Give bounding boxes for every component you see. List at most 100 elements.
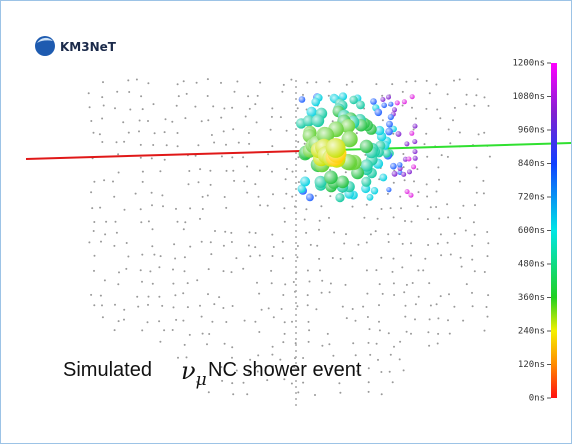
dom	[339, 392, 341, 394]
dom	[332, 257, 334, 259]
dom	[453, 80, 455, 82]
dom	[231, 271, 233, 273]
dom	[406, 331, 408, 333]
dom	[459, 181, 461, 183]
dom	[314, 394, 316, 396]
dom	[116, 91, 118, 93]
dom	[381, 208, 383, 210]
hit-shine	[311, 98, 320, 107]
dom	[393, 258, 395, 260]
dom	[184, 270, 186, 272]
dom	[378, 304, 380, 306]
dom	[210, 184, 212, 186]
dom	[259, 204, 261, 206]
dom	[147, 321, 149, 323]
dom	[355, 320, 357, 322]
dom	[465, 103, 467, 105]
dom	[414, 80, 416, 82]
dom	[402, 243, 404, 245]
dom	[141, 281, 143, 283]
dom	[244, 320, 246, 322]
dom	[220, 117, 222, 119]
dom	[390, 354, 392, 356]
dom	[271, 145, 273, 147]
dom	[161, 305, 163, 307]
dom	[257, 354, 259, 356]
dom	[248, 245, 250, 247]
dom	[282, 257, 284, 259]
dom	[245, 116, 247, 118]
dom	[142, 108, 144, 110]
dom	[321, 292, 323, 294]
dom	[459, 79, 461, 81]
dom	[426, 156, 428, 158]
dom	[410, 255, 412, 257]
dom	[101, 96, 103, 98]
dom	[447, 216, 449, 218]
dom	[152, 144, 154, 146]
dom	[202, 208, 204, 210]
dom	[199, 218, 201, 220]
dom	[437, 166, 439, 168]
dom	[321, 345, 323, 347]
dom	[222, 307, 224, 309]
dom	[393, 282, 395, 284]
hit-shine	[386, 121, 393, 128]
dom	[436, 109, 438, 111]
dom	[295, 254, 297, 256]
dom	[159, 341, 161, 343]
dom	[182, 320, 184, 322]
dom	[129, 109, 131, 111]
hit-shine	[360, 140, 373, 153]
nu: ν	[181, 357, 196, 385]
dom	[295, 350, 297, 352]
dom	[225, 321, 227, 323]
dom	[206, 343, 208, 345]
dom	[257, 95, 259, 97]
dom	[207, 119, 209, 121]
dom	[286, 168, 288, 170]
dom	[295, 308, 297, 310]
dom	[406, 284, 408, 286]
dom	[281, 91, 283, 93]
dom	[438, 179, 440, 181]
dom	[454, 233, 456, 235]
hit-shine	[356, 101, 365, 110]
dom	[295, 320, 297, 322]
dom	[477, 78, 479, 80]
dom	[447, 319, 449, 321]
dom	[295, 356, 297, 358]
dom	[142, 181, 144, 183]
dom	[295, 278, 297, 280]
dom	[305, 232, 307, 234]
dom	[399, 358, 401, 360]
hit-shine	[367, 194, 374, 201]
dom	[202, 196, 204, 198]
dom	[259, 170, 261, 172]
dom	[271, 107, 273, 109]
dom	[473, 105, 475, 107]
dom	[307, 294, 309, 296]
dom	[414, 318, 416, 320]
dom	[486, 306, 488, 308]
dom	[151, 204, 153, 206]
dom	[232, 393, 234, 395]
dom	[177, 221, 179, 223]
dom	[147, 304, 149, 306]
dom	[101, 141, 103, 143]
dom	[272, 346, 274, 348]
hit-shine	[390, 163, 397, 170]
dom	[188, 183, 190, 185]
dom	[232, 305, 234, 307]
dom	[473, 221, 475, 223]
dom	[140, 144, 142, 146]
dom	[254, 103, 256, 105]
dom	[118, 271, 120, 273]
dom	[367, 316, 369, 318]
dom	[387, 233, 389, 235]
dom	[293, 281, 295, 283]
dom	[136, 79, 138, 81]
dom	[297, 141, 299, 143]
dom	[418, 296, 420, 298]
dom	[319, 220, 321, 222]
